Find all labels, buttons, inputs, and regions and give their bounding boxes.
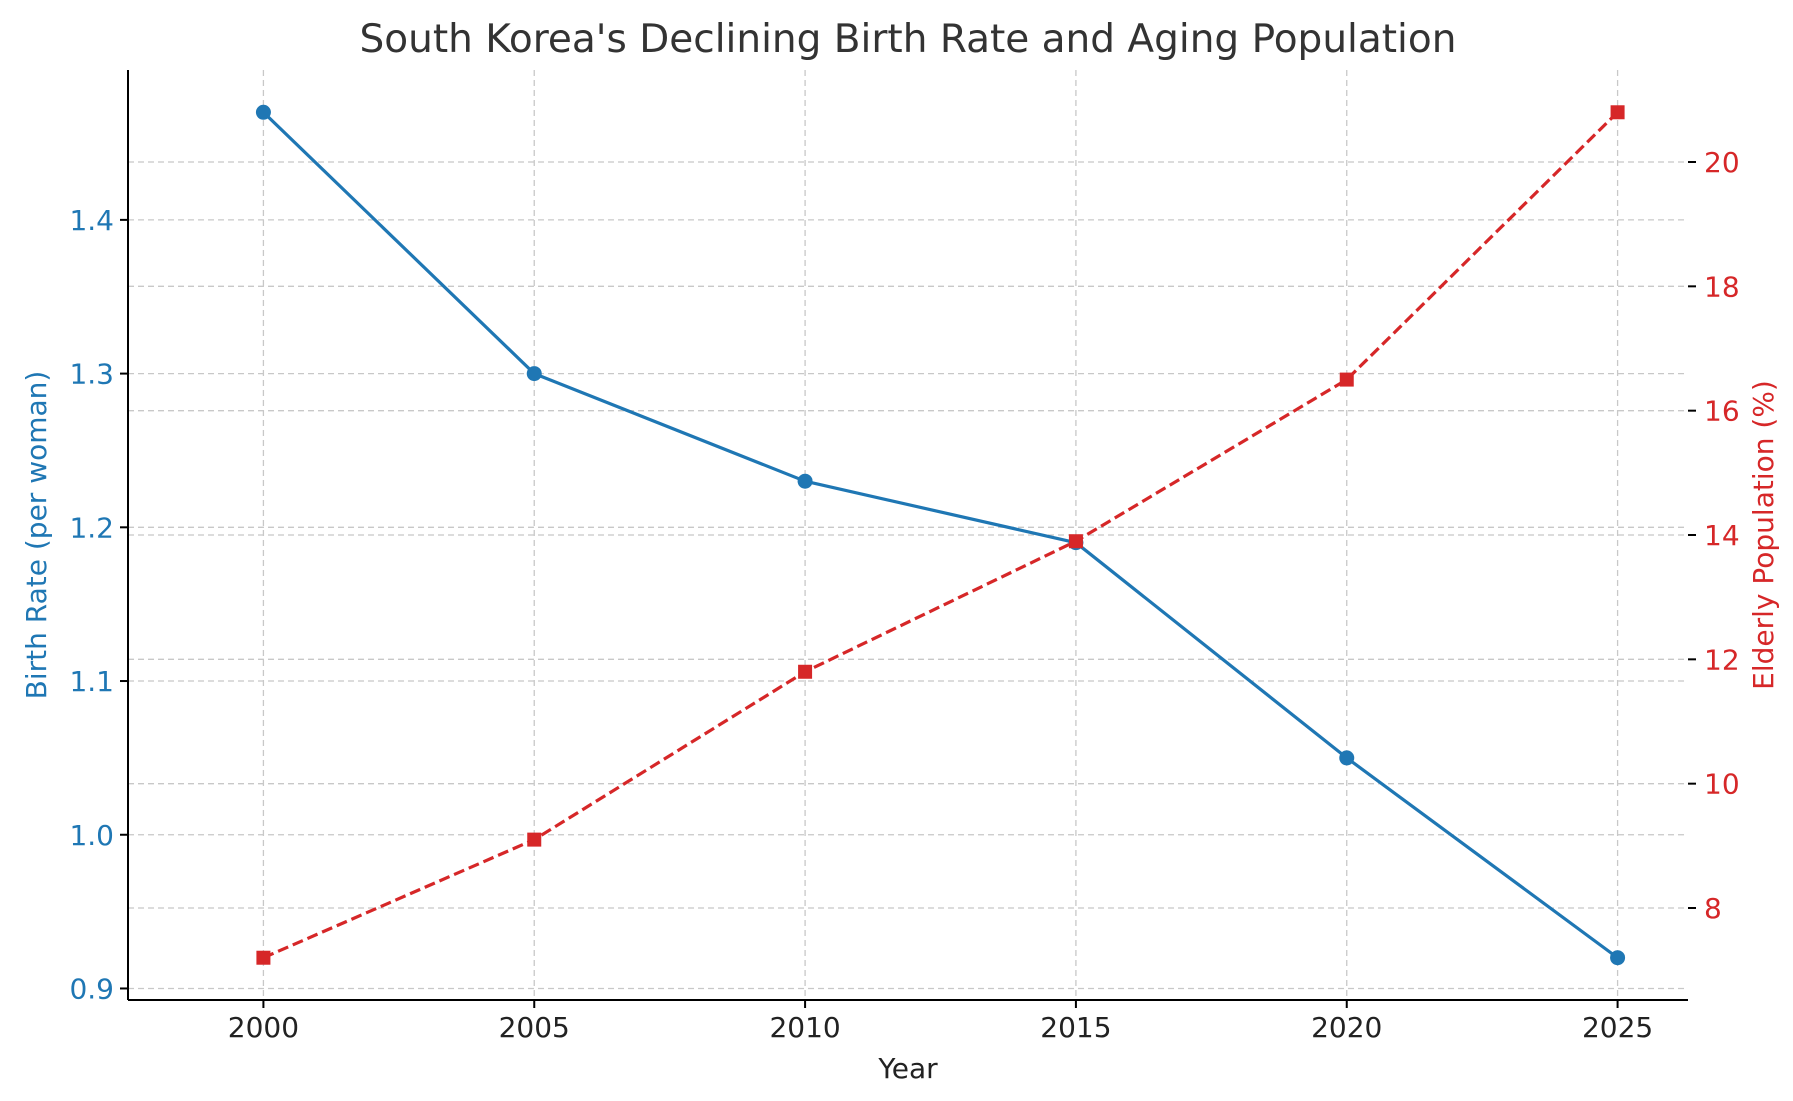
chart-title: South Korea's Declining Birth Rate and A… — [360, 17, 1457, 62]
elderly-population-point-2005 — [527, 832, 542, 847]
elderly-population-point-2020 — [1339, 372, 1354, 387]
x-tick-label-2025: 2025 — [1582, 1011, 1653, 1044]
left-y-tick-label-1.1: 1.1 — [69, 665, 114, 698]
x-axis-label: Year — [877, 1052, 938, 1085]
elderly-population-point-2000 — [256, 950, 271, 965]
right-y-tick-label-12: 12 — [1704, 643, 1740, 676]
birth-rate-point-2005 — [526, 366, 542, 382]
birth-rate-point-2010 — [797, 473, 813, 489]
elderly-population-point-2025 — [1610, 105, 1625, 120]
series-layer — [255, 104, 1626, 966]
axes-layer: 2000 2005 2010 2015 2020 20250.91.01.11.21.31… — [69, 70, 1740, 1044]
x-tick-label-2015: 2015 — [1040, 1011, 1111, 1044]
x-tick-label-2020: 2020 — [1311, 1011, 1382, 1044]
right-y-tick-label-16: 16 — [1704, 395, 1740, 428]
left-y-tick-label-1.0: 1.0 — [69, 819, 114, 852]
birth-rate-point-2025 — [1610, 950, 1626, 966]
left-y-tick-label-0.9: 0.9 — [69, 972, 114, 1005]
right-y-tick-label-20: 20 — [1704, 146, 1740, 179]
x-tick-label-2005: 2005 — [499, 1011, 570, 1044]
right-y-tick-label-18: 18 — [1704, 270, 1740, 303]
birth-rate-line — [262, 111, 1619, 960]
elderly-population-point-2015 — [1068, 534, 1083, 549]
right-y-tick-label-8: 8 — [1704, 892, 1722, 925]
right-y-tick-label-14: 14 — [1704, 519, 1740, 552]
left-y-axis-label: Birth Rate (per woman) — [20, 371, 53, 700]
birth-rate-point-2000 — [255, 104, 271, 120]
elderly-population-point-2010 — [798, 664, 813, 679]
left-y-tick-label-1.2: 1.2 — [69, 511, 114, 544]
right-y-tick-label-10: 10 — [1704, 768, 1740, 801]
birth-rate-point-2020 — [1339, 750, 1355, 766]
left-y-tick-label-1.4: 1.4 — [69, 204, 114, 237]
elderly-population-line — [262, 111, 1619, 960]
left-y-tick-label-1.3: 1.3 — [69, 358, 114, 391]
right-y-axis-label: Elderly Population (%) — [1747, 380, 1780, 690]
x-tick-label-2010: 2010 — [769, 1011, 840, 1044]
x-tick-label-2000: 2000 — [228, 1011, 299, 1044]
grid-layer — [128, 70, 1688, 1000]
